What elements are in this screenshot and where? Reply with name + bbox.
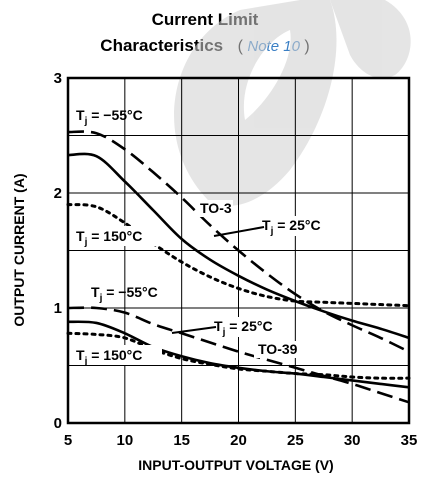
x-tick-30: 30 xyxy=(344,432,361,449)
watermark-o-shape xyxy=(174,0,337,206)
annotation-bg-a3 xyxy=(197,200,233,217)
leader-to39-25c xyxy=(171,326,217,334)
watermark-b-shape xyxy=(330,0,411,79)
annotation-bg-a4 xyxy=(258,216,342,236)
annotation-a2: Tj = 150°C xyxy=(76,228,142,248)
series-line-3 xyxy=(66,203,411,308)
annotation-bg-a8 xyxy=(74,345,162,365)
annotation-a1: Tj = −55°C xyxy=(76,107,143,127)
annotation-bg-a2 xyxy=(74,226,162,246)
annotation-a3: TO-3 xyxy=(200,200,232,216)
annotation-a8: Tj = 150°C xyxy=(76,347,142,367)
watermark-logo xyxy=(174,0,411,206)
annotation-bg-a7 xyxy=(254,341,304,358)
x-tick-35: 35 xyxy=(401,432,418,449)
chart-title-main: Characteristics xyxy=(100,36,223,55)
curve-annotations: Tj = −55°C Tj = 150°C TO-3 Tj = 25°C Tj = −5… xyxy=(74,107,342,367)
series-line-4 xyxy=(67,306,410,404)
series-line-1 xyxy=(67,130,410,353)
annotation-a4: Tj = 25°C xyxy=(262,217,321,237)
x-tick-15: 15 xyxy=(173,432,190,449)
x-tick-labels: 5 10 15 20 25 30 35 xyxy=(64,432,418,449)
y-tick-labels: 0 1 2 3 xyxy=(54,70,62,432)
plot-frame xyxy=(66,76,411,425)
y-axis-label: OUTPUT CURRENT (A) xyxy=(11,173,27,326)
leader-to3-25c xyxy=(213,226,265,237)
x-tick-5: 5 xyxy=(64,432,72,449)
annotation-a7: TO-39 xyxy=(258,341,298,357)
y-tick-0: 0 xyxy=(54,415,62,432)
series-line-6 xyxy=(66,331,411,380)
x-tick-10: 10 xyxy=(116,432,133,449)
annotation-a6: Tj = 25°C xyxy=(214,318,273,338)
y-tick-1: 1 xyxy=(54,300,62,317)
y-tick-3: 3 xyxy=(54,70,62,87)
y-tick-2: 2 xyxy=(54,185,62,202)
annotation-a5: Tj = −55°C xyxy=(91,284,158,304)
series-group xyxy=(66,130,411,404)
x-tick-20: 20 xyxy=(230,432,247,449)
annotation-bg-a6 xyxy=(210,317,292,337)
x-tick-25: 25 xyxy=(287,432,304,449)
x-axis-label: INPUT-OUTPUT VOLTAGE (V) xyxy=(138,457,333,473)
series-line-2 xyxy=(67,152,410,340)
